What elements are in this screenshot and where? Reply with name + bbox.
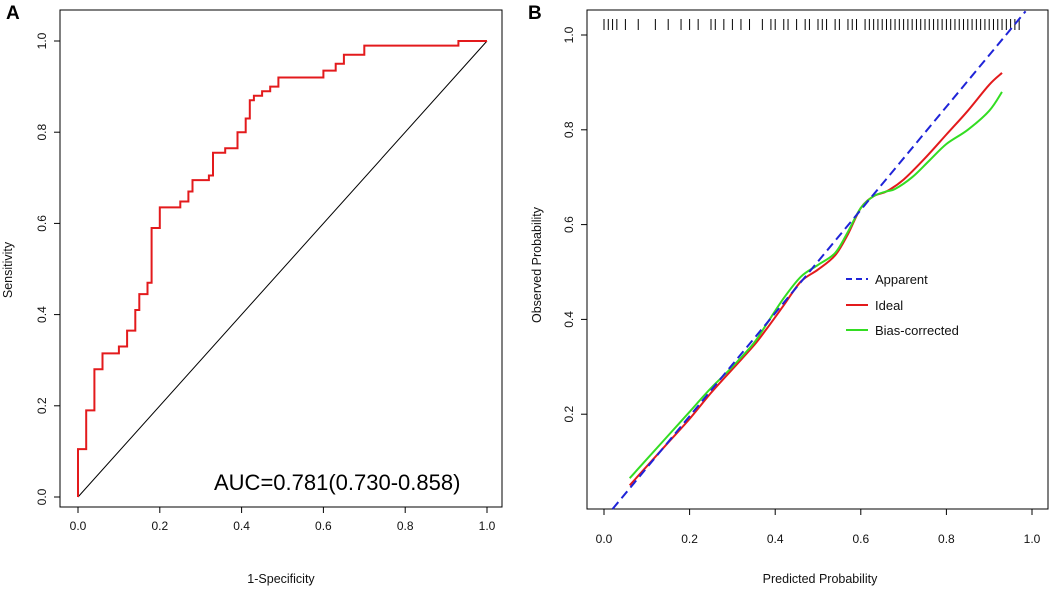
panel-b-y-tick-label: 0.4 bbox=[562, 311, 576, 328]
panel-b-calibration-chart: B 0.2 0.4 0.6 0.8 1.0 0.0 0.2 0.4 0.6 0.8 1.0 Pre… bbox=[528, 3, 1049, 586]
panel-b-y-axis: 0.2 0.4 0.6 0.8 1.0 bbox=[562, 26, 587, 423]
legend-ideal-label: Ideal bbox=[875, 298, 903, 313]
legend-apparent-label: Apparent bbox=[875, 272, 928, 287]
panel-b-y-tick-label: 0.2 bbox=[562, 406, 576, 423]
panel-a-roc-curve bbox=[77, 40, 487, 497]
panel-a-x-tick-label: 0.4 bbox=[233, 519, 250, 533]
panel-a-x-tick-label: 0.0 bbox=[70, 519, 87, 533]
panel-a-x-tick-label: 0.2 bbox=[151, 519, 168, 533]
panel-a-y-axis-title: Sensitivity bbox=[1, 241, 15, 298]
panel-b-x-tick-label: 0.0 bbox=[596, 532, 613, 546]
panel-a-label: A bbox=[6, 3, 20, 24]
panel-a-x-tick-label: 1.0 bbox=[479, 519, 496, 533]
panel-b-y-tick-label: 0.6 bbox=[562, 216, 576, 233]
auc-annotation: AUC=0.781(0.730-0.858) bbox=[214, 470, 460, 495]
panel-a-y-tick-label: 0.2 bbox=[35, 397, 49, 414]
legend-bias-label: Bias-corrected bbox=[875, 323, 959, 338]
panel-b-y-axis-title: Observed Probability bbox=[530, 206, 544, 323]
panel-a-y-tick-label: 0.4 bbox=[35, 306, 49, 323]
bias-corrected-line bbox=[628, 91, 1003, 479]
panel-a-x-tick-label: 0.8 bbox=[397, 519, 414, 533]
panel-b-x-tick-label: 0.4 bbox=[767, 532, 784, 546]
panel-b-x-axis-title: Predicted Probability bbox=[763, 572, 878, 586]
apparent-line bbox=[611, 10, 1027, 510]
panel-b-x-axis: 0.0 0.2 0.4 0.6 0.8 1.0 bbox=[596, 509, 1041, 546]
panel-a-x-tick-label: 0.6 bbox=[315, 519, 332, 533]
panel-b-x-tick-label: 0.2 bbox=[681, 532, 698, 546]
panel-a-y-axis: 0.0 0.2 0.4 0.6 0.8 1.0 bbox=[35, 32, 60, 505]
panel-b-y-tick-label: 1.0 bbox=[562, 26, 576, 43]
panel-a-y-tick-label: 0.8 bbox=[35, 124, 49, 141]
panel-a-x-axis-title: 1-Specificity bbox=[247, 572, 315, 586]
panel-b-y-tick-label: 0.8 bbox=[562, 121, 576, 138]
panel-a-roc-chart: A 0.00.20.40.60.81.0 0.0 0.2 0.4 0.6 0.8 1.0 … bbox=[1, 3, 503, 586]
panel-b-x-tick-label: 1.0 bbox=[1024, 532, 1041, 546]
panel-a-y-tick-label: 1.0 bbox=[35, 32, 49, 49]
ideal-line bbox=[628, 72, 1003, 486]
panel-b-plot-frame bbox=[586, 9, 1049, 510]
panel-b-rug-marks bbox=[603, 19, 1020, 30]
panel-a-x-axis: 0.0 0.2 0.4 0.6 0.8 1.0 bbox=[70, 507, 496, 533]
panel-a-y-tick-label: 0.0 bbox=[35, 488, 49, 505]
panel-a-reference-diagonal bbox=[77, 40, 488, 498]
panel-b-x-tick-label: 0.6 bbox=[852, 532, 869, 546]
panel-b-legend: Apparent Ideal Bias-corrected bbox=[846, 272, 959, 338]
panel-b-x-tick-label: 0.8 bbox=[938, 532, 955, 546]
panel-a-plot-frame bbox=[59, 9, 503, 508]
panel-a-y-tick-label: 0.6 bbox=[35, 215, 49, 232]
panel-b-label: B bbox=[528, 3, 542, 24]
